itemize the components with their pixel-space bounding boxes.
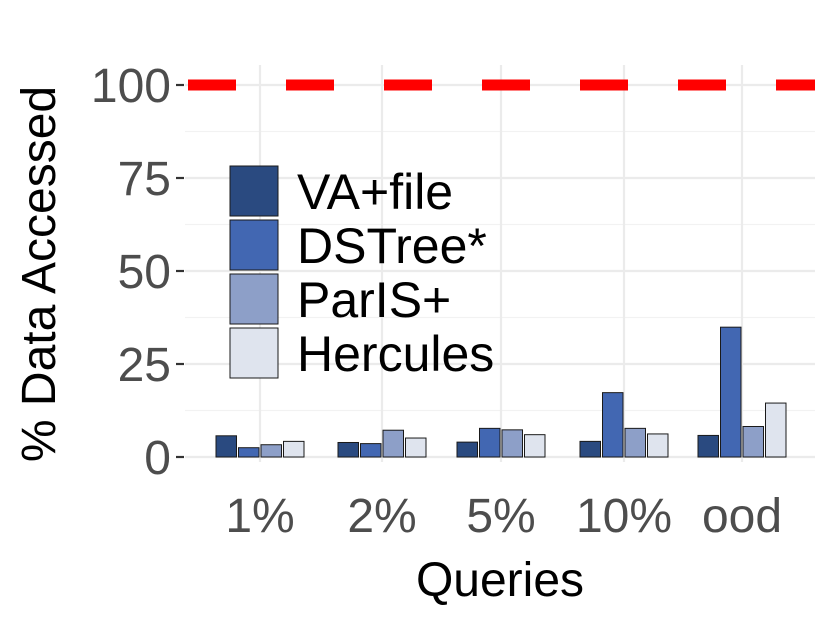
bar-paris--0 [260,444,282,458]
legend-label: Hercules [297,326,494,382]
bar-paris--4 [742,425,764,458]
legend-key-paris- [229,273,279,325]
bar-hercules-2 [524,434,546,458]
bar-paris--3 [624,427,646,458]
bar-va-file-0 [215,435,237,458]
legend-key-dstree- [229,219,279,271]
bar-va-file-2 [456,441,478,458]
bar-hercules-4 [765,402,787,458]
y-tick-label: 100 [91,60,171,113]
legend-key-hercules [229,327,279,379]
bar-dstree--2 [479,427,501,458]
x-axis: 1% 2% 5% 10% ood [225,490,782,543]
x-tick-label: 2% [347,490,416,543]
x-tick-label: ood [702,490,782,543]
y-tick-label: 50 [118,246,171,299]
bar-va-file-3 [579,440,601,458]
y-tick-label: 25 [118,339,171,392]
legend-label: VA+file [297,164,453,220]
legend-key-va-file [229,165,279,217]
bar-dstree--1 [360,443,382,458]
bar-hercules-1 [405,437,427,458]
x-tick-label: 10% [576,490,672,543]
bar-dstree--0 [238,447,260,458]
x-axis-title: Queries [416,554,584,607]
x-tick-label: 1% [225,490,294,543]
bar-dstree--3 [602,392,624,458]
x-tick-label: 5% [466,490,535,543]
bar-paris--2 [501,429,523,458]
bar-va-file-4 [697,434,719,458]
y-tick-label: 0 [144,432,171,485]
bar-hercules-3 [647,433,669,458]
y-tick-label: 75 [118,153,171,206]
y-axis-title: % Data Accessed [13,86,66,462]
bar-hercules-0 [283,440,305,458]
bar-va-file-1 [337,441,359,458]
bar-paris--1 [382,429,404,458]
bars-group [215,326,787,458]
y-axis: 0 25 50 75 100 [91,60,184,485]
grid-lines [185,65,815,462]
legend-label: DSTree* [297,218,487,274]
bar-dstree--4 [720,326,742,458]
legend-label: ParIS+ [297,272,451,328]
